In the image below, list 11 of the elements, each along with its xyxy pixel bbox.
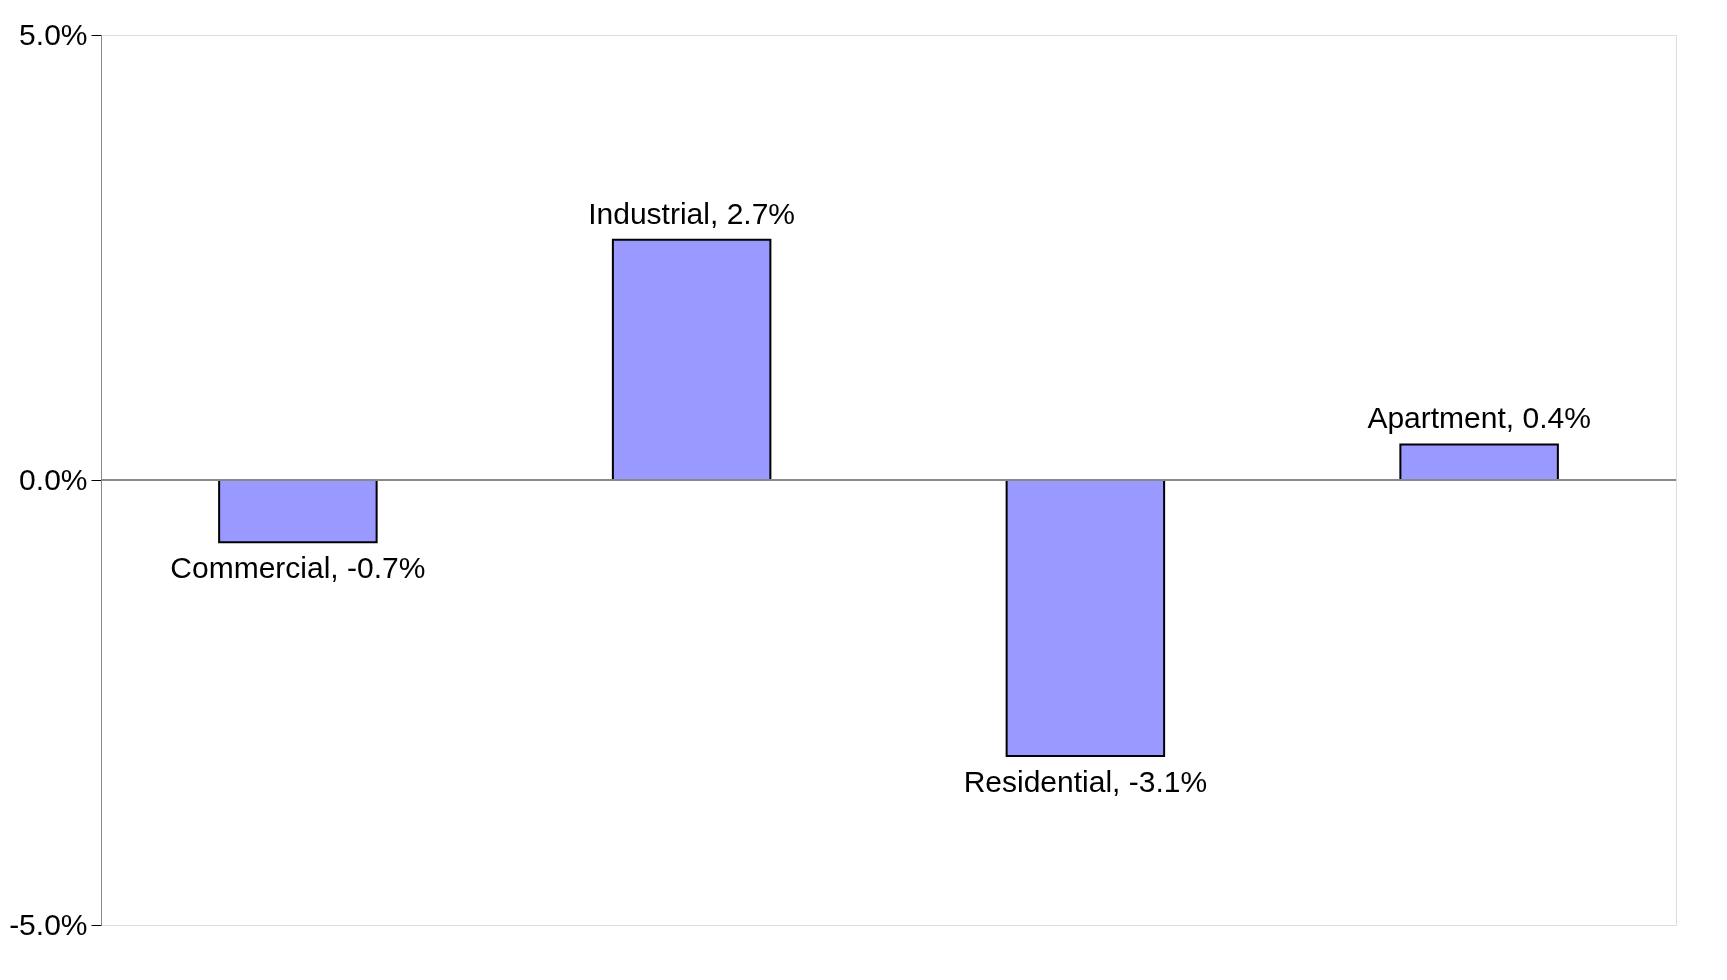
data-label: Industrial, 2.7% xyxy=(588,196,796,230)
data-label: Residential, -3.1% xyxy=(963,764,1208,798)
bar xyxy=(611,238,772,481)
bar xyxy=(1005,479,1166,757)
bar xyxy=(218,479,378,544)
data-label: Apartment, 0.4% xyxy=(1367,401,1591,435)
y-tick-label: -5.0% xyxy=(9,907,88,941)
data-label: Commercial, -0.7% xyxy=(170,551,426,585)
y-tick-label: 5.0% xyxy=(19,17,88,51)
bar xyxy=(1399,443,1559,481)
y-tick-label: 0.0% xyxy=(19,462,88,496)
